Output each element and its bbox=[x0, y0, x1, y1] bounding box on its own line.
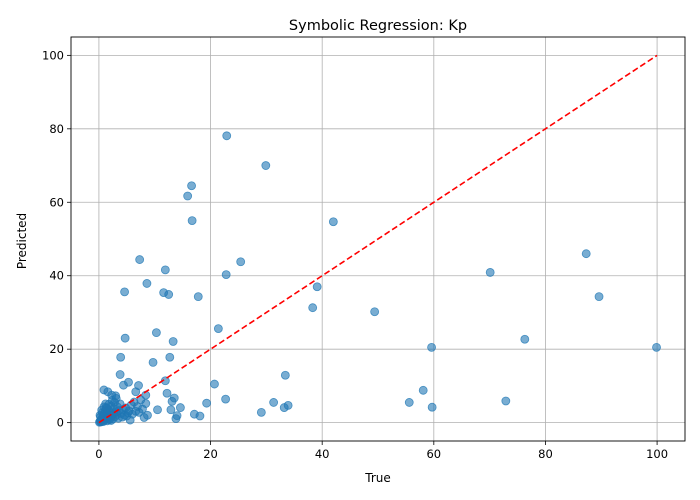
data-point bbox=[202, 398, 212, 408]
data-point bbox=[221, 270, 231, 280]
data-point bbox=[221, 394, 231, 404]
data-point bbox=[141, 399, 151, 408]
data-point bbox=[176, 403, 185, 412]
data-point bbox=[370, 307, 380, 317]
data-point bbox=[142, 279, 152, 288]
y-tick-label: 100 bbox=[42, 48, 64, 62]
data-point bbox=[116, 352, 126, 362]
x-tick-label: 100 bbox=[646, 447, 668, 461]
data-point bbox=[120, 333, 130, 343]
y-tick-label: 40 bbox=[49, 269, 64, 283]
data-point bbox=[520, 334, 530, 344]
data-point bbox=[153, 405, 162, 415]
data-point bbox=[581, 249, 591, 259]
y-tick-label: 80 bbox=[49, 122, 64, 136]
y-tick-label: 20 bbox=[49, 342, 64, 356]
y-axis-label: Predicted bbox=[15, 213, 29, 269]
data-point bbox=[143, 410, 152, 420]
y-tick-label: 60 bbox=[49, 195, 64, 209]
data-points bbox=[95, 131, 661, 427]
data-point bbox=[111, 393, 121, 403]
data-point bbox=[256, 407, 266, 417]
data-point bbox=[152, 328, 161, 338]
data-point bbox=[95, 410, 105, 420]
data-point bbox=[283, 400, 293, 410]
data-point bbox=[485, 268, 495, 277]
data-point bbox=[165, 352, 175, 362]
data-point bbox=[168, 337, 178, 346]
data-point bbox=[193, 292, 203, 302]
data-point bbox=[115, 370, 125, 379]
identity-reference-line bbox=[98, 54, 658, 424]
chart-title: Symbolic Regression: Kp bbox=[289, 18, 467, 34]
data-point bbox=[594, 292, 604, 302]
data-point bbox=[169, 393, 179, 403]
axis-ticks: 0 20 40 60 80 100 0 20 40 60 80 100 bbox=[42, 48, 668, 461]
x-tick-label: 80 bbox=[538, 447, 553, 461]
data-point bbox=[124, 377, 133, 387]
data-point bbox=[187, 216, 197, 226]
data-point bbox=[164, 290, 174, 299]
data-point bbox=[148, 358, 158, 367]
data-point bbox=[269, 398, 279, 407]
data-point bbox=[213, 324, 223, 334]
data-point bbox=[328, 217, 338, 227]
data-point bbox=[308, 303, 318, 313]
data-point bbox=[404, 398, 414, 407]
data-point bbox=[162, 388, 172, 398]
data-point bbox=[195, 411, 205, 421]
data-point bbox=[172, 411, 182, 421]
data-point bbox=[236, 257, 246, 267]
data-point bbox=[280, 370, 290, 380]
data-point bbox=[652, 342, 661, 352]
data-point bbox=[418, 385, 428, 395]
data-point bbox=[187, 181, 196, 191]
data-point bbox=[210, 379, 219, 389]
data-point bbox=[427, 342, 436, 352]
y-tick-label: 0 bbox=[57, 416, 64, 430]
data-point bbox=[135, 255, 145, 264]
data-point bbox=[134, 381, 143, 390]
data-point bbox=[501, 396, 511, 406]
plot-frame bbox=[70, 36, 686, 442]
data-point bbox=[120, 287, 129, 297]
x-tick-label: 0 bbox=[95, 447, 102, 461]
x-axis-label: True bbox=[364, 471, 391, 485]
data-point bbox=[183, 191, 193, 201]
data-point bbox=[160, 265, 170, 275]
grid bbox=[71, 37, 685, 441]
x-tick-label: 60 bbox=[426, 447, 441, 461]
data-point bbox=[166, 405, 176, 415]
data-point bbox=[427, 402, 437, 412]
x-tick-label: 20 bbox=[203, 447, 218, 461]
data-point bbox=[102, 403, 112, 413]
data-point bbox=[106, 416, 116, 425]
data-point bbox=[261, 161, 271, 170]
data-point bbox=[312, 282, 322, 292]
data-point bbox=[222, 131, 232, 141]
x-tick-label: 40 bbox=[315, 447, 330, 461]
